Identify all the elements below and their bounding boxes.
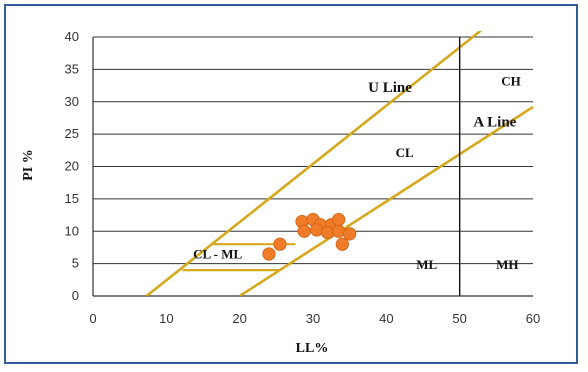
data-points: [262, 212, 357, 261]
region-label: A Line: [473, 114, 516, 130]
x-tick-label: 40: [379, 311, 393, 326]
x-tick-label: 30: [306, 311, 320, 326]
data-point: [273, 237, 287, 251]
y-tick-label: 35: [65, 61, 79, 76]
y-tick-label: 40: [65, 29, 79, 44]
region-label: MH: [496, 257, 518, 272]
region-label: CH: [501, 74, 521, 89]
annotations: U Line CH A Line CL CL - ML ML MH: [193, 74, 521, 272]
x-tick-label: 60: [526, 311, 540, 326]
classification-lines: [145, 31, 534, 296]
data-point: [332, 212, 346, 227]
y-tick-label: 5: [72, 256, 79, 271]
axes: 0 5 10 15 20 25 30 35 40 0 10 20 30 40 50 60: [65, 29, 541, 326]
region-label: U Line: [368, 80, 412, 96]
y-tick-label: 15: [65, 191, 79, 206]
u-line: [145, 31, 482, 296]
y-tick-label: 20: [65, 159, 79, 174]
a-line: [238, 105, 534, 296]
x-tick-label: 0: [89, 311, 96, 326]
x-tick-label: 10: [159, 311, 173, 326]
data-point: [321, 225, 335, 240]
x-tick-label: 50: [452, 311, 466, 326]
grid-lines: [93, 36, 533, 297]
data-point: [310, 223, 324, 237]
region-label: CL: [396, 145, 414, 160]
x-tick-label: 20: [232, 311, 246, 326]
data-point: [343, 227, 357, 241]
data-point: [297, 224, 311, 238]
data-point: [332, 224, 346, 238]
region-label: CL - ML: [193, 246, 242, 261]
data-point: [262, 247, 276, 261]
x-axis-title: LL%: [296, 341, 329, 356]
region-label: ML: [416, 257, 437, 272]
y-tick-label: 0: [72, 288, 79, 303]
y-tick-label: 25: [65, 126, 79, 141]
y-axis-title: PI %: [21, 149, 36, 181]
chart-frame: [4, 4, 578, 364]
y-tick-label: 10: [65, 223, 79, 238]
data-point: [335, 237, 349, 251]
y-tick-label: 30: [65, 94, 79, 109]
